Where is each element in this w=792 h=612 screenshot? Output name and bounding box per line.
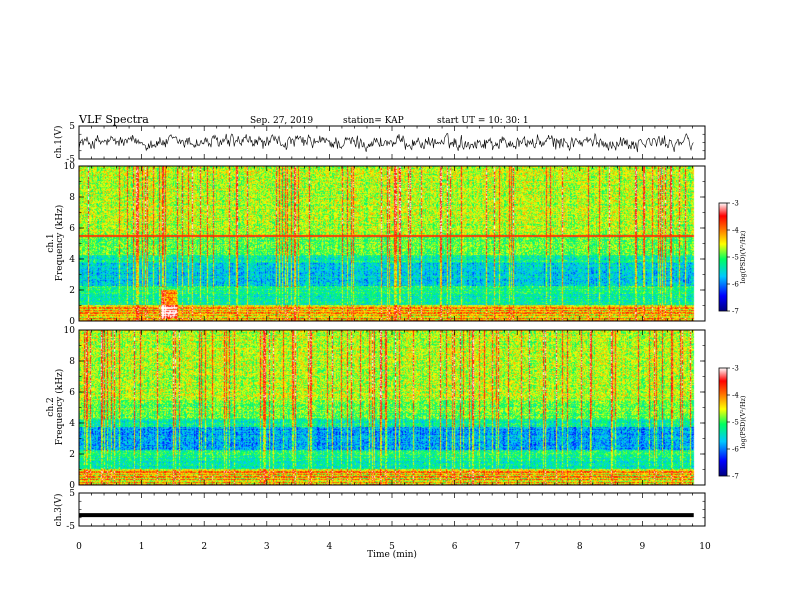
ch1-colorbar: -3 -4 -5 -6 -7 log(PSD)(V²/Hz) <box>718 200 747 316</box>
y-tick-label: 2 <box>69 286 75 296</box>
ch2-spectrogram-ticks: 0 2 4 6 8 10 <box>64 326 706 491</box>
colorbar-tick-label: -3 <box>732 200 739 208</box>
y-tick-label: 2 <box>69 450 75 460</box>
y-tick-label: 8 <box>69 357 75 367</box>
x-tick-label: 7 <box>514 542 520 552</box>
x-tick-label: 9 <box>640 542 646 552</box>
ch1-spectrogram-ylabel-line2: Frequency (kHz) <box>54 205 65 282</box>
ch2-spectrogram-ylabel-line2: Frequency (kHz) <box>54 369 65 446</box>
colorbar-tick-label: -6 <box>732 281 739 289</box>
ch1-spectrogram-panel: 0 2 4 6 8 10 <box>64 162 706 327</box>
header-date: Sep. 27, 2019 <box>250 116 313 126</box>
ch2-spectrogram-panel: 0 2 4 6 8 10 <box>64 326 706 491</box>
y-tick-label: 10 <box>64 326 76 336</box>
y-tick-label: 6 <box>69 388 75 398</box>
colorbar-tick-label: -7 <box>732 473 739 481</box>
x-tick-label: 1 <box>139 542 145 552</box>
ch3-waveform-ylabel: ch.3(V) <box>53 494 64 527</box>
x-tick-label: 4 <box>327 542 333 552</box>
figure-title: VLF Spectra <box>78 113 149 126</box>
ch1-waveform-ylabel: ch.1(V) <box>53 126 64 159</box>
ch2-colorbar-label: log(PSD)(V²/Hz) <box>739 395 747 448</box>
y-tick-label: 6 <box>69 224 75 234</box>
ch1-colorbar-label: log(PSD)(V²/Hz) <box>739 230 747 283</box>
ch1-spectrogram-image <box>79 166 705 321</box>
x-tick-label: 8 <box>577 542 583 552</box>
colorbar-tick-label: -6 <box>732 446 739 454</box>
ch2-colorbar: -3 -4 -5 -6 -7 log(PSD)(V²/Hz) <box>718 365 747 481</box>
colorbar-tick-label: -4 <box>732 227 739 235</box>
y-tick-label: 8 <box>69 193 75 203</box>
y-tick-label: -5 <box>66 155 75 165</box>
x-tick-label: 10 <box>699 542 711 552</box>
x-axis-label: Time (min) <box>367 549 417 560</box>
x-tick-label: 6 <box>452 542 458 552</box>
ch3-waveform-ticks: 5 -5 <box>66 489 706 532</box>
y-tick-label: 10 <box>64 162 76 172</box>
x-tick-labels: 0 1 2 3 4 5 6 7 8 9 10 <box>76 542 711 552</box>
y-tick-label: -5 <box>66 522 75 532</box>
x-tick-label: 5 <box>389 542 395 552</box>
colorbar-tick-label: -4 <box>732 392 739 400</box>
x-tick-label: 0 <box>76 542 82 552</box>
header-station: station= KAP <box>343 116 404 126</box>
ch1-waveform-ticks: 5 -5 <box>66 122 706 165</box>
y-tick-label: 5 <box>69 489 75 499</box>
ch2-spectrogram-image <box>79 330 705 485</box>
y-tick-label: 0 <box>69 481 75 491</box>
y-tick-label: 5 <box>69 122 75 132</box>
ch1-spectrogram-ticks: 0 2 4 6 8 10 <box>64 162 706 327</box>
ch3-waveform-panel: 5 -5 <box>66 489 706 532</box>
ch1-waveform-line <box>78 132 694 153</box>
ch2-spectrogram-ylabel-line1: ch.2 <box>46 397 56 416</box>
header-start-time: start UT = 10: 30: 1 <box>437 116 529 126</box>
ch1-spectrogram-ylabel-line1: ch.1 <box>46 233 56 252</box>
y-tick-label: 0 <box>69 317 75 327</box>
y-tick-label: 4 <box>69 419 75 429</box>
colorbar-tick-label: -5 <box>732 419 739 427</box>
x-tick-label: 2 <box>201 542 207 552</box>
colorbar-tick-label: -3 <box>732 365 739 373</box>
colorbar-tick-label: -7 <box>732 308 739 316</box>
y-tick-label: 4 <box>69 255 75 265</box>
ch1-waveform-panel: 5 -5 <box>66 122 706 165</box>
x-tick-label: 3 <box>264 542 270 552</box>
colorbar-tick-label: -5 <box>732 254 739 262</box>
